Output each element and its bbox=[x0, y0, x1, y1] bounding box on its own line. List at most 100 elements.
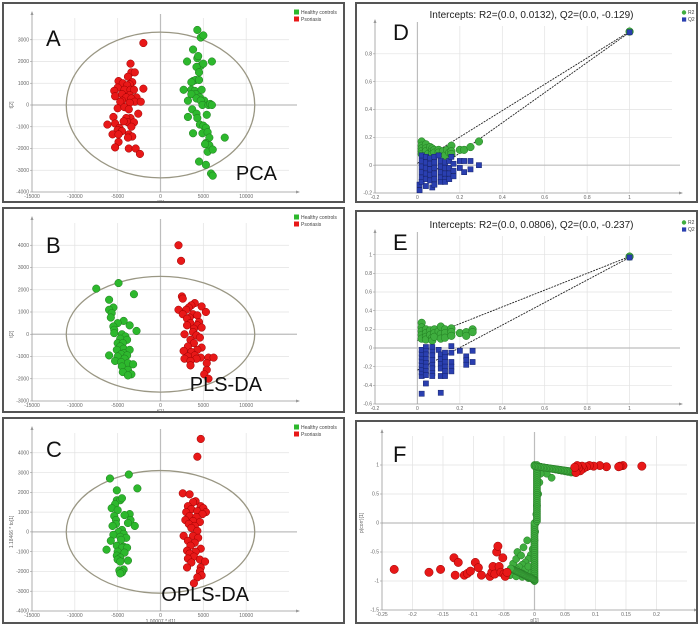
data-point-q2 bbox=[469, 359, 476, 365]
y-tick-label: -3000 bbox=[16, 399, 29, 405]
x-tick-label: -15000 bbox=[24, 613, 40, 619]
data-point-psoriasis bbox=[197, 302, 206, 311]
legend-label: Healthy controls bbox=[301, 10, 337, 16]
y-tick-label: 4000 bbox=[18, 450, 29, 456]
data-point-healthy bbox=[183, 96, 192, 105]
data-point-psoriasis bbox=[424, 567, 434, 577]
chart-svg: -15000 -10000 -5000 0 5000 10000-3000-2000-10… bbox=[9, 214, 337, 411]
y-tick-label: 2000 bbox=[18, 490, 29, 496]
y-tick-label: -2000 bbox=[16, 376, 29, 382]
y-tick-label: -3000 bbox=[16, 168, 29, 174]
data-point-psoriasis bbox=[111, 92, 120, 101]
y-axis-arrow bbox=[30, 11, 34, 15]
data-point-q2 bbox=[429, 373, 436, 379]
x-tick-label: -0.1 bbox=[469, 612, 478, 618]
y-tick-label: 0 bbox=[26, 332, 29, 338]
data-point-psoriasis bbox=[204, 374, 213, 383]
x-axis-arrow bbox=[694, 608, 696, 612]
x-tick-label: 0.8 bbox=[584, 195, 591, 201]
y-tick-label: 2000 bbox=[18, 287, 29, 293]
data-point-healthy bbox=[105, 351, 114, 360]
y-tick-label: 1000 bbox=[18, 510, 29, 516]
legend-label: Psoriasis bbox=[301, 432, 322, 438]
legend-swatch bbox=[294, 16, 299, 22]
data-point-psoriasis bbox=[498, 553, 508, 563]
data-point-r2 bbox=[523, 536, 532, 545]
y-axis-label: t[2] bbox=[9, 330, 15, 338]
chart-title: Intercepts: R2=(0.0, 0.0132), Q2=(0.0, -… bbox=[429, 10, 633, 21]
legend-label: R2 bbox=[688, 220, 695, 226]
data-point-psoriasis bbox=[197, 323, 206, 332]
data-point-q2 bbox=[457, 165, 463, 171]
data-point-r2 bbox=[517, 551, 525, 560]
data-point-psoriasis bbox=[450, 570, 460, 580]
x-axis-arrow bbox=[296, 399, 300, 403]
data-point-psoriasis bbox=[178, 294, 187, 303]
intercept-line-r2 bbox=[417, 31, 630, 164]
data-point-psoriasis bbox=[195, 333, 204, 342]
data-point-psoriasis bbox=[493, 541, 503, 551]
data-point-psoriasis bbox=[103, 120, 112, 129]
data-point-healthy bbox=[123, 518, 132, 528]
y-tick-label: -1000 bbox=[16, 354, 29, 360]
x-tick-label: 5000 bbox=[198, 613, 209, 619]
y-tick-label: 0.4 bbox=[365, 107, 372, 113]
data-point-psoriasis bbox=[179, 346, 188, 355]
data-point-r2 bbox=[466, 143, 475, 152]
data-point-psoriasis bbox=[201, 307, 210, 317]
data-point-psoriasis bbox=[119, 117, 128, 126]
data-point-healthy bbox=[123, 371, 132, 380]
chart-svg: -0.25 -0.2 -0.15 -0.1 -0.05 0 0.05 0.1 0.15 0.2 -1… bbox=[359, 429, 696, 622]
data-point-healthy bbox=[116, 557, 125, 566]
x-tick-label: -10000 bbox=[67, 403, 83, 409]
data-point-healthy bbox=[195, 75, 204, 85]
y-axis-label: 1.18466 * to[1] bbox=[9, 515, 15, 548]
data-point-psoriasis bbox=[570, 462, 580, 472]
x-tick-label: 10000 bbox=[239, 403, 253, 409]
legend-swatch bbox=[294, 424, 299, 430]
data-point-healthy bbox=[116, 569, 125, 578]
legend-label: Q2 bbox=[688, 227, 695, 233]
data-point-r2 bbox=[447, 331, 456, 340]
chart-svg: -0.2 0 0.2 0.4 0.6 0.8 1 -0.6 -0.4 -0.2 0 0.2 0.4 0.6… bbox=[363, 220, 695, 412]
data-point-q2 bbox=[626, 29, 633, 36]
data-point-q2 bbox=[442, 373, 448, 379]
data-point-psoriasis bbox=[209, 353, 218, 362]
data-point-healthy bbox=[193, 25, 202, 35]
data-point-psoriasis bbox=[127, 122, 136, 131]
data-point-q2 bbox=[461, 158, 467, 164]
data-point-q2 bbox=[423, 183, 429, 189]
panel-letter: F bbox=[393, 442, 406, 467]
y-tick-label: -2000 bbox=[16, 146, 29, 152]
data-point-q2 bbox=[450, 167, 457, 174]
x-axis-arrow bbox=[679, 402, 683, 406]
data-point-q2 bbox=[431, 176, 438, 182]
data-point-q2 bbox=[448, 153, 455, 160]
data-point-healthy bbox=[125, 321, 134, 330]
y-axis-arrow bbox=[373, 229, 377, 233]
data-point-q2 bbox=[435, 152, 442, 159]
data-point-healthy bbox=[208, 145, 217, 154]
data-point-healthy bbox=[108, 521, 117, 531]
legend-label: Psoriasis bbox=[301, 17, 322, 23]
data-point-q2 bbox=[448, 343, 455, 349]
x-tick-label: 0.4 bbox=[499, 195, 506, 201]
x-axis-arrow bbox=[296, 609, 300, 613]
y-tick-label: -4000 bbox=[16, 190, 29, 196]
data-point-q2 bbox=[437, 389, 444, 396]
legend-swatch bbox=[294, 431, 299, 437]
y-tick-label: -1000 bbox=[16, 549, 29, 555]
data-point-psoriasis bbox=[200, 557, 210, 566]
y-tick-label: -1.5 bbox=[370, 608, 379, 614]
data-point-psoriasis bbox=[123, 133, 132, 142]
y-tick-label: -1000 bbox=[16, 124, 29, 130]
data-point-psoriasis bbox=[134, 109, 143, 118]
data-point-r2 bbox=[519, 543, 528, 552]
y-tick-label: 0.2 bbox=[365, 135, 372, 141]
data-point-psoriasis bbox=[389, 564, 399, 574]
y-tick-label: 0 bbox=[369, 163, 372, 169]
panel-a-pca-scores: -15000 -10000 -5000 0 5000 10000 -4000 -3000 -20… bbox=[2, 2, 345, 203]
data-point-healthy bbox=[105, 474, 115, 483]
intercept-line-r2 bbox=[417, 256, 630, 341]
data-point-q2 bbox=[457, 347, 463, 354]
